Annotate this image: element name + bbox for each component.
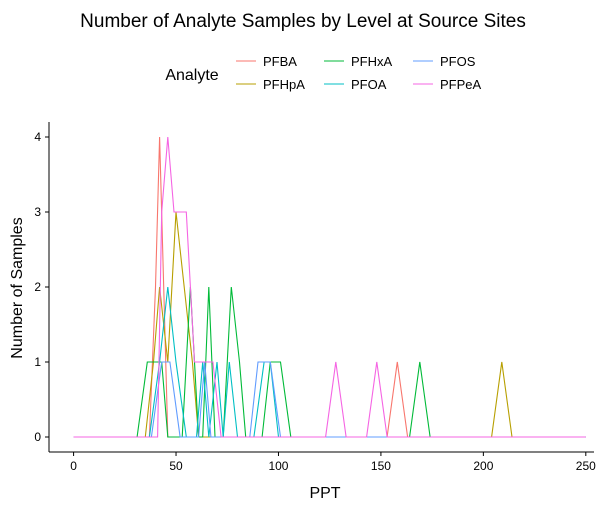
- x-tick-label: 100: [268, 459, 288, 473]
- series-line-pfos: [73, 361, 586, 438]
- x-tick-label: 0: [70, 459, 77, 473]
- y-tick-label: 2: [34, 280, 41, 294]
- y-tick-label: 4: [34, 130, 41, 144]
- y-tick-label: 1: [34, 355, 41, 369]
- legend-label-pfpea: PFPeA: [440, 77, 482, 92]
- x-tick-label: 200: [473, 459, 493, 473]
- legend-label-pfoa: PFOA: [351, 77, 387, 92]
- y-axis-label: Number of Samples: [9, 217, 26, 358]
- y-tick-label: 0: [34, 430, 41, 444]
- legend-title: Analyte: [165, 67, 218, 84]
- legend-label-pfhpa: PFHpA: [263, 77, 305, 92]
- x-tick-label: 50: [169, 459, 183, 473]
- legend-label-pfos: PFOS: [440, 54, 476, 69]
- x-axis: 0 50 100 150 200 250: [49, 451, 596, 473]
- chart-title: Number of Analyte Samples by Level at So…: [80, 11, 526, 32]
- y-tick-label: 3: [34, 205, 41, 219]
- x-axis-label: PPT: [309, 485, 340, 502]
- y-axis: 0 1 2 3 4: [34, 122, 50, 452]
- x-tick-label: 150: [371, 459, 391, 473]
- series-line-pfpea: [73, 136, 586, 438]
- legend-label-pfba: PFBA: [263, 54, 297, 69]
- x-tick-label: 250: [576, 459, 596, 473]
- legend-label-pfhxa: PFHxA: [351, 54, 393, 69]
- legend: PFBA PFHpA PFHxA PFOA PFOS PFPeA: [236, 54, 482, 92]
- plot-area: [73, 136, 586, 438]
